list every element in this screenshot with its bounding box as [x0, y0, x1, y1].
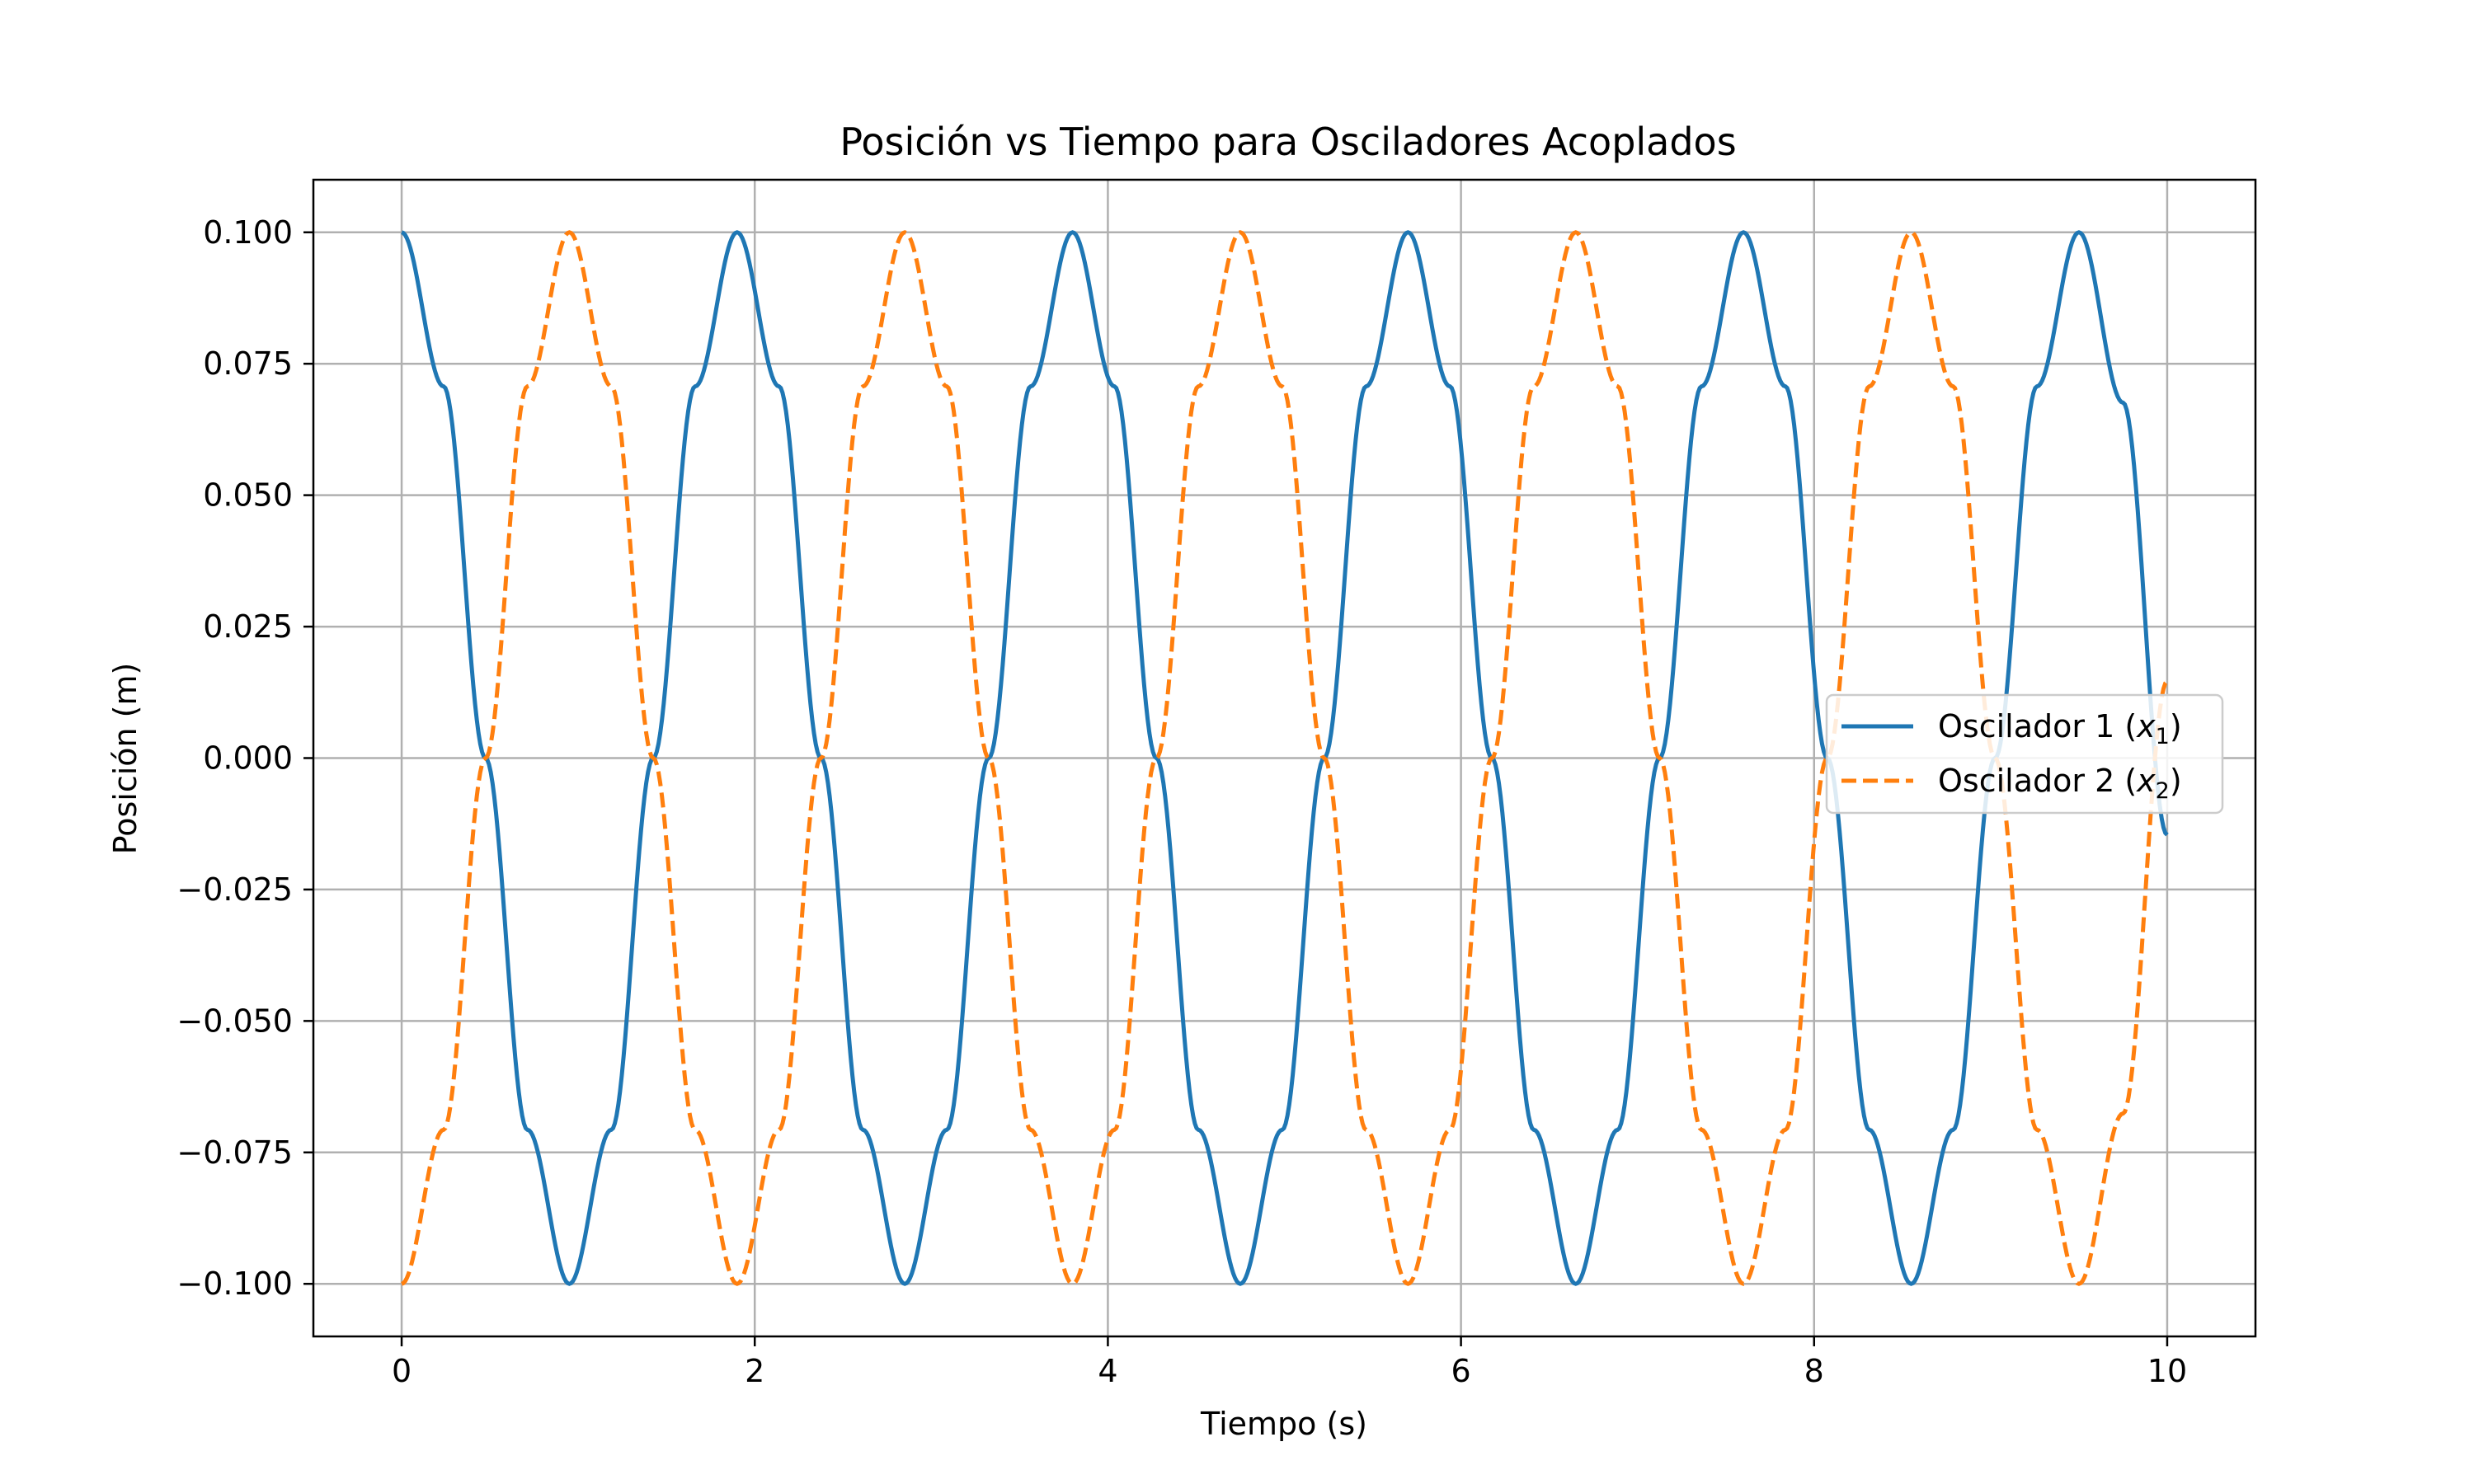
x-tick-label: 6	[1451, 1353, 1470, 1389]
series-line-2	[401, 230, 2169, 1286]
legend-label-2: Oscilador 2 (x2)	[1938, 763, 2182, 804]
legend-label-variable: x	[2136, 763, 2156, 799]
series-line-1	[401, 230, 2169, 1286]
y-tick-label: 0.050	[203, 477, 293, 514]
y-axis-label: Posición (m)	[107, 663, 143, 855]
legend-label-1: Oscilador 1 (x1)	[1938, 708, 2182, 749]
y-tick-label: 0.000	[203, 740, 293, 777]
legend-label-close: )	[2170, 763, 2182, 799]
y-tick-label: 0.075	[203, 345, 293, 382]
y-tick-label: 0.100	[203, 214, 293, 251]
x-tick-label: 2	[745, 1353, 764, 1389]
legend: Oscilador 1 (x1)Oscilador 2 (x2)	[1825, 693, 2224, 815]
legend-label-text: Oscilador 1 (	[1938, 708, 2137, 744]
y-axis-ticks: 0.100 0.075 0.050 0.025 0.000 −0.025 −0.050 −0.…	[176, 214, 313, 1302]
legend-label-close: )	[2170, 708, 2182, 744]
chart-title: Posición vs Tiempo para Osciladores Acop…	[840, 120, 1736, 164]
legend-label-subscript: 2	[2156, 778, 2170, 804]
legend-label-text: Oscilador 2 (	[1938, 763, 2137, 799]
x-tick-label: 10	[2147, 1353, 2187, 1389]
x-axis-label: Tiempo (s)	[1200, 1406, 1367, 1442]
y-tick-label: 0.025	[203, 608, 293, 645]
y-tick-label: −0.050	[176, 1003, 293, 1039]
y-tick-label: −0.025	[176, 871, 293, 908]
legend-label-subscript: 1	[2156, 724, 2170, 749]
x-tick-label: 8	[1804, 1353, 1824, 1389]
legend-label-variable: x	[2136, 708, 2156, 744]
x-tick-label: 0	[392, 1353, 412, 1389]
legend-box	[1825, 693, 2224, 815]
x-axis-ticks: 0 2 4 6 8 10	[392, 1336, 2187, 1389]
y-tick-label: −0.075	[176, 1134, 293, 1171]
x-tick-label: 4	[1098, 1353, 1117, 1389]
plot-lines	[401, 230, 2169, 1286]
y-tick-label: −0.100	[176, 1266, 293, 1302]
